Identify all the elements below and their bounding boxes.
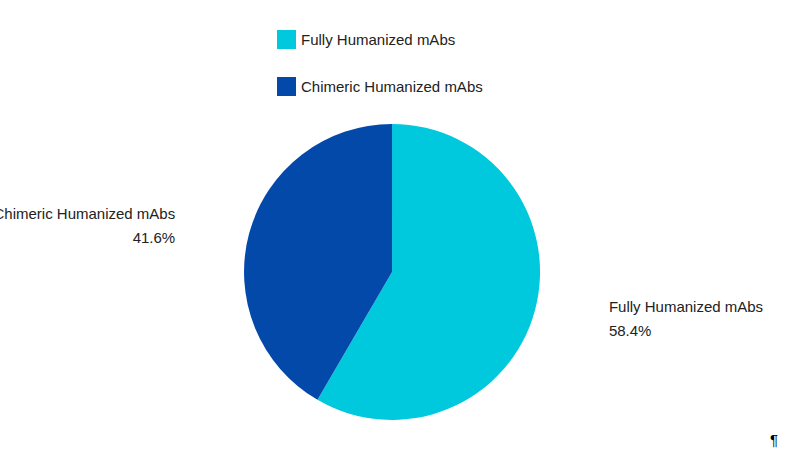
svg-text:Fully Humanized mAbs: Fully Humanized mAbs bbox=[609, 298, 763, 315]
svg-text:58.4%: 58.4% bbox=[609, 322, 652, 339]
svg-text:Chimeric Humanized mAbs: Chimeric Humanized mAbs bbox=[301, 78, 483, 95]
svg-text:41.6%: 41.6% bbox=[133, 229, 176, 246]
svg-text:Fully Humanized mAbs: Fully Humanized mAbs bbox=[301, 31, 455, 48]
svg-text:¶: ¶ bbox=[770, 431, 778, 448]
svg-text:Chimeric Humanized mAbs: Chimeric Humanized mAbs bbox=[0, 205, 175, 222]
